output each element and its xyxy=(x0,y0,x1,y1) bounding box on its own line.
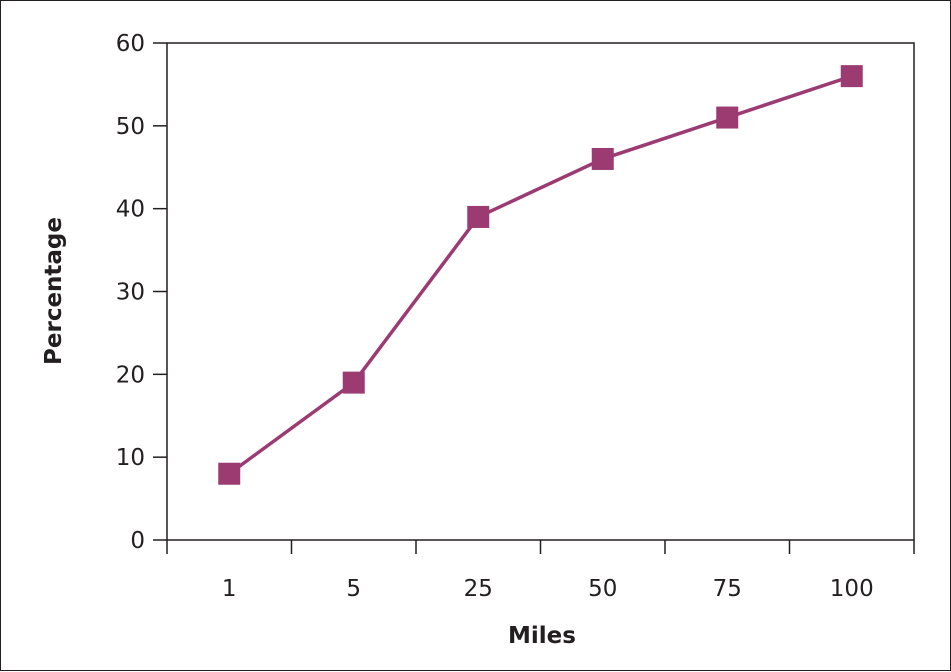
x-tick-label: 25 xyxy=(464,576,493,602)
y-tick-label: 50 xyxy=(116,114,145,140)
y-tick-label: 0 xyxy=(130,528,145,554)
y-axis-title: Percentage xyxy=(41,217,67,365)
y-tick-label: 60 xyxy=(116,31,145,57)
y-tick-label: 20 xyxy=(116,362,145,388)
data-point-marker xyxy=(716,106,739,129)
data-point-marker xyxy=(467,205,490,228)
x-axis-title: Miles xyxy=(508,623,576,649)
x-axis: 1 5 25 50 75 100 xyxy=(166,540,915,602)
data-point-marker xyxy=(591,147,614,170)
x-tick-label: 75 xyxy=(713,576,742,602)
data-point-marker xyxy=(218,462,241,485)
y-tick-label: 40 xyxy=(116,197,145,223)
y-axis: 0 10 20 30 40 50 60 xyxy=(116,31,167,554)
x-tick-label: 100 xyxy=(830,576,874,602)
data-point-marker xyxy=(342,371,365,394)
y-tick-label: 10 xyxy=(116,445,145,471)
x-tick-label: 5 xyxy=(346,576,361,602)
series-line xyxy=(228,74,853,476)
data-point-marker xyxy=(840,65,863,88)
y-tick-label: 30 xyxy=(116,280,145,306)
x-tick-label: 1 xyxy=(222,576,237,602)
plot-area xyxy=(166,42,915,541)
series-layer xyxy=(218,65,863,485)
x-tick-label: 50 xyxy=(588,576,617,602)
